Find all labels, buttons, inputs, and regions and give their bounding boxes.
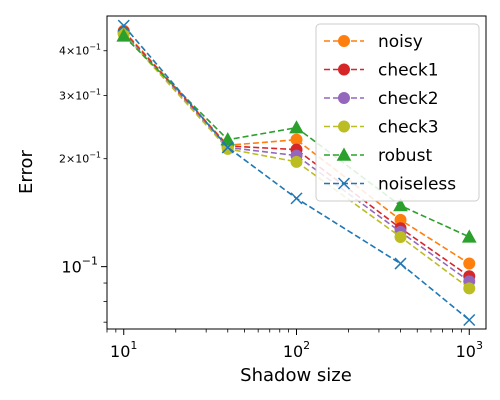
- data-point-noiseless: [290, 192, 303, 205]
- data-point-check3: [463, 282, 476, 295]
- y-axis-label: Error: [16, 149, 37, 193]
- data-point-noiseless: [463, 313, 476, 327]
- y-tick-label: 4×10−1: [59, 43, 101, 58]
- legend-entry-check3: check3: [324, 118, 439, 138]
- legend: noisy check1 check2 check3 robust noiseless: [315, 23, 480, 202]
- y-tick-label: 10−1: [61, 255, 98, 277]
- series-noiseless: [117, 19, 476, 327]
- data-point-check3: [290, 155, 303, 168]
- legend-entry-check1: check1: [324, 61, 439, 81]
- legend-marker: [338, 63, 350, 76]
- legend-marker: [336, 147, 352, 161]
- legend-marker: [338, 92, 350, 104]
- x-tick-label: 101: [110, 339, 137, 361]
- x-tick-label: 102: [283, 339, 310, 361]
- data-point-noisy: [290, 133, 303, 146]
- data-point-noiseless: [221, 141, 234, 154]
- data-point-robust: [461, 229, 477, 243]
- legend-marker: [337, 177, 351, 190]
- legend-marker: [338, 120, 350, 133]
- x-axis-label: Shadow size: [240, 365, 352, 386]
- series-robust: [116, 28, 477, 243]
- legend-label: noiseless: [378, 175, 456, 195]
- legend-marker: [338, 35, 350, 47]
- data-point-noiseless: [117, 19, 130, 32]
- data-point-robust: [220, 132, 236, 146]
- data-point-noiseless: [394, 257, 407, 270]
- legend-entry-noiseless: noiseless: [324, 175, 456, 195]
- legend-label: check1: [378, 61, 439, 81]
- y-tick-label: 3×10−1: [59, 88, 101, 103]
- series-line-check2: [123, 32, 470, 282]
- data-point-robust: [393, 198, 408, 212]
- data-point-check3: [394, 230, 407, 243]
- data-point-noisy: [463, 257, 476, 270]
- series-line-check1: [123, 31, 470, 277]
- series-line-check3: [123, 33, 470, 289]
- legend-entry-noisy: noisy: [324, 32, 423, 52]
- legend-label: check3: [378, 118, 439, 138]
- data-point-robust: [116, 28, 132, 42]
- x-tick-label: 103: [456, 339, 483, 361]
- data-point-robust: [289, 120, 304, 134]
- y-tick-label: 2×10−1: [59, 151, 101, 166]
- legend-label: check2: [378, 89, 439, 109]
- legend-entry-robust: robust: [324, 146, 432, 166]
- legend-box: [315, 23, 480, 202]
- legend-entry-check2: check2: [324, 89, 439, 109]
- legend-label: noisy: [378, 32, 423, 52]
- legend-label: robust: [378, 146, 432, 166]
